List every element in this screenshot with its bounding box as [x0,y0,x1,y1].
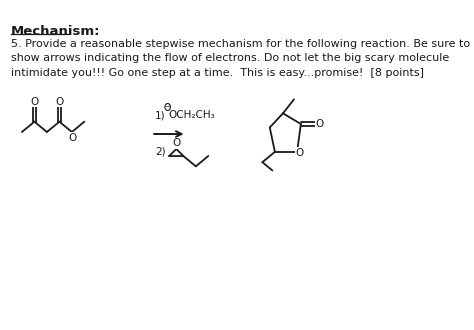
Text: O: O [316,119,324,129]
Text: O: O [172,139,181,148]
Text: O: O [295,148,303,158]
Text: OCH₂CH₃: OCH₂CH₃ [168,110,215,120]
Text: 1): 1) [155,110,166,120]
Text: −: − [165,104,171,110]
Text: O: O [69,133,77,143]
Text: 5. Provide a reasonable stepwise mechanism for the following reaction. Be sure t: 5. Provide a reasonable stepwise mechani… [11,39,470,78]
Text: O: O [30,97,38,107]
Text: 2): 2) [155,147,166,157]
Text: Mechanism:: Mechanism: [11,25,100,38]
Text: O: O [55,97,64,107]
